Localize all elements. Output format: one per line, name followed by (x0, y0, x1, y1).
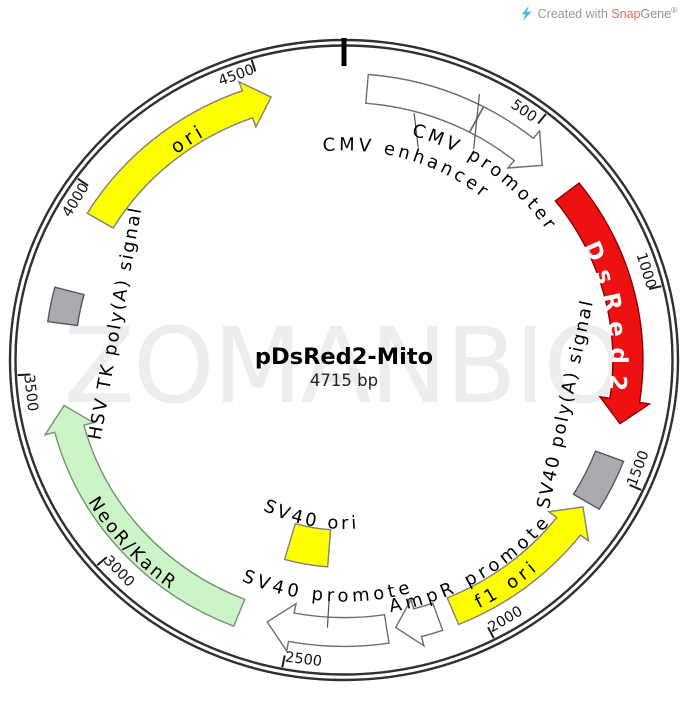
feature-label-text-sv40-ori: SV40 ori (260, 495, 356, 534)
feature-label-sv40-ori[interactable]: SV40 ori (260, 495, 359, 534)
features-layer (43, 73, 652, 653)
tick-label-500: 500 (508, 97, 540, 126)
backbone-ring-layer (8, 38, 680, 682)
credit-text: Created with SnapGene® (538, 6, 677, 21)
created-with-text: Created with (537, 7, 612, 22)
tick-2000 (487, 626, 495, 639)
tick-label-3500: 3500 (20, 374, 40, 412)
plasmid-title: pDsRed2-Mito (255, 344, 433, 370)
snapgene-credit: Created with SnapGene® (520, 6, 677, 21)
feature-sv40-promoter[interactable] (266, 602, 390, 653)
tick-4500 (250, 59, 257, 72)
watermark-text: ZOMANBIO (63, 305, 626, 427)
brand-gene-text: Gene (640, 7, 672, 22)
feature-label-hsv-tk-polya-signal[interactable]: HSV TK poly(A) signal (85, 205, 147, 442)
tick-label-1500: 1500 (625, 448, 653, 488)
tick-3500 (17, 373, 31, 377)
leader-lines-layer (326, 93, 480, 628)
cmv-enhancer-leader (413, 112, 419, 148)
tick-1000 (648, 285, 662, 290)
tick-3000 (96, 556, 108, 566)
feature-label-text-ampr-promoter: AmpR promoter (0, 0, 552, 617)
feature-cmv-promoter[interactable] (468, 105, 543, 169)
feature-sv40-polya-signal[interactable] (572, 450, 625, 511)
tick-label-2500: 2500 (284, 650, 323, 671)
feature-sv40-ori[interactable] (283, 522, 332, 568)
sv40-promoter-leader (326, 597, 330, 628)
cmv-boundary-leader (473, 93, 480, 150)
plasmid-size-label: 4715 bp (310, 371, 378, 390)
tick-1500 (629, 483, 642, 491)
registered-mark: ® (671, 6, 677, 15)
feature-neor-kanr[interactable] (43, 404, 246, 628)
tick-label-4500: 4500 (216, 62, 256, 90)
tick-4000 (77, 177, 89, 187)
feature-ori[interactable] (86, 80, 273, 229)
tick-500 (537, 113, 547, 125)
brand-snap-text: Snap (611, 7, 641, 22)
tick-2500 (281, 655, 286, 668)
snapgene-logo-icon (521, 6, 532, 21)
feature-f1-ori[interactable] (446, 506, 590, 626)
feature-hsv-tk-polya-signal[interactable] (47, 286, 85, 327)
feature-label-ampr-promoter[interactable]: AmpR promoter (0, 0, 556, 617)
feature-dsred2[interactable] (554, 182, 652, 425)
feature-ampr-promoter[interactable] (394, 597, 444, 648)
